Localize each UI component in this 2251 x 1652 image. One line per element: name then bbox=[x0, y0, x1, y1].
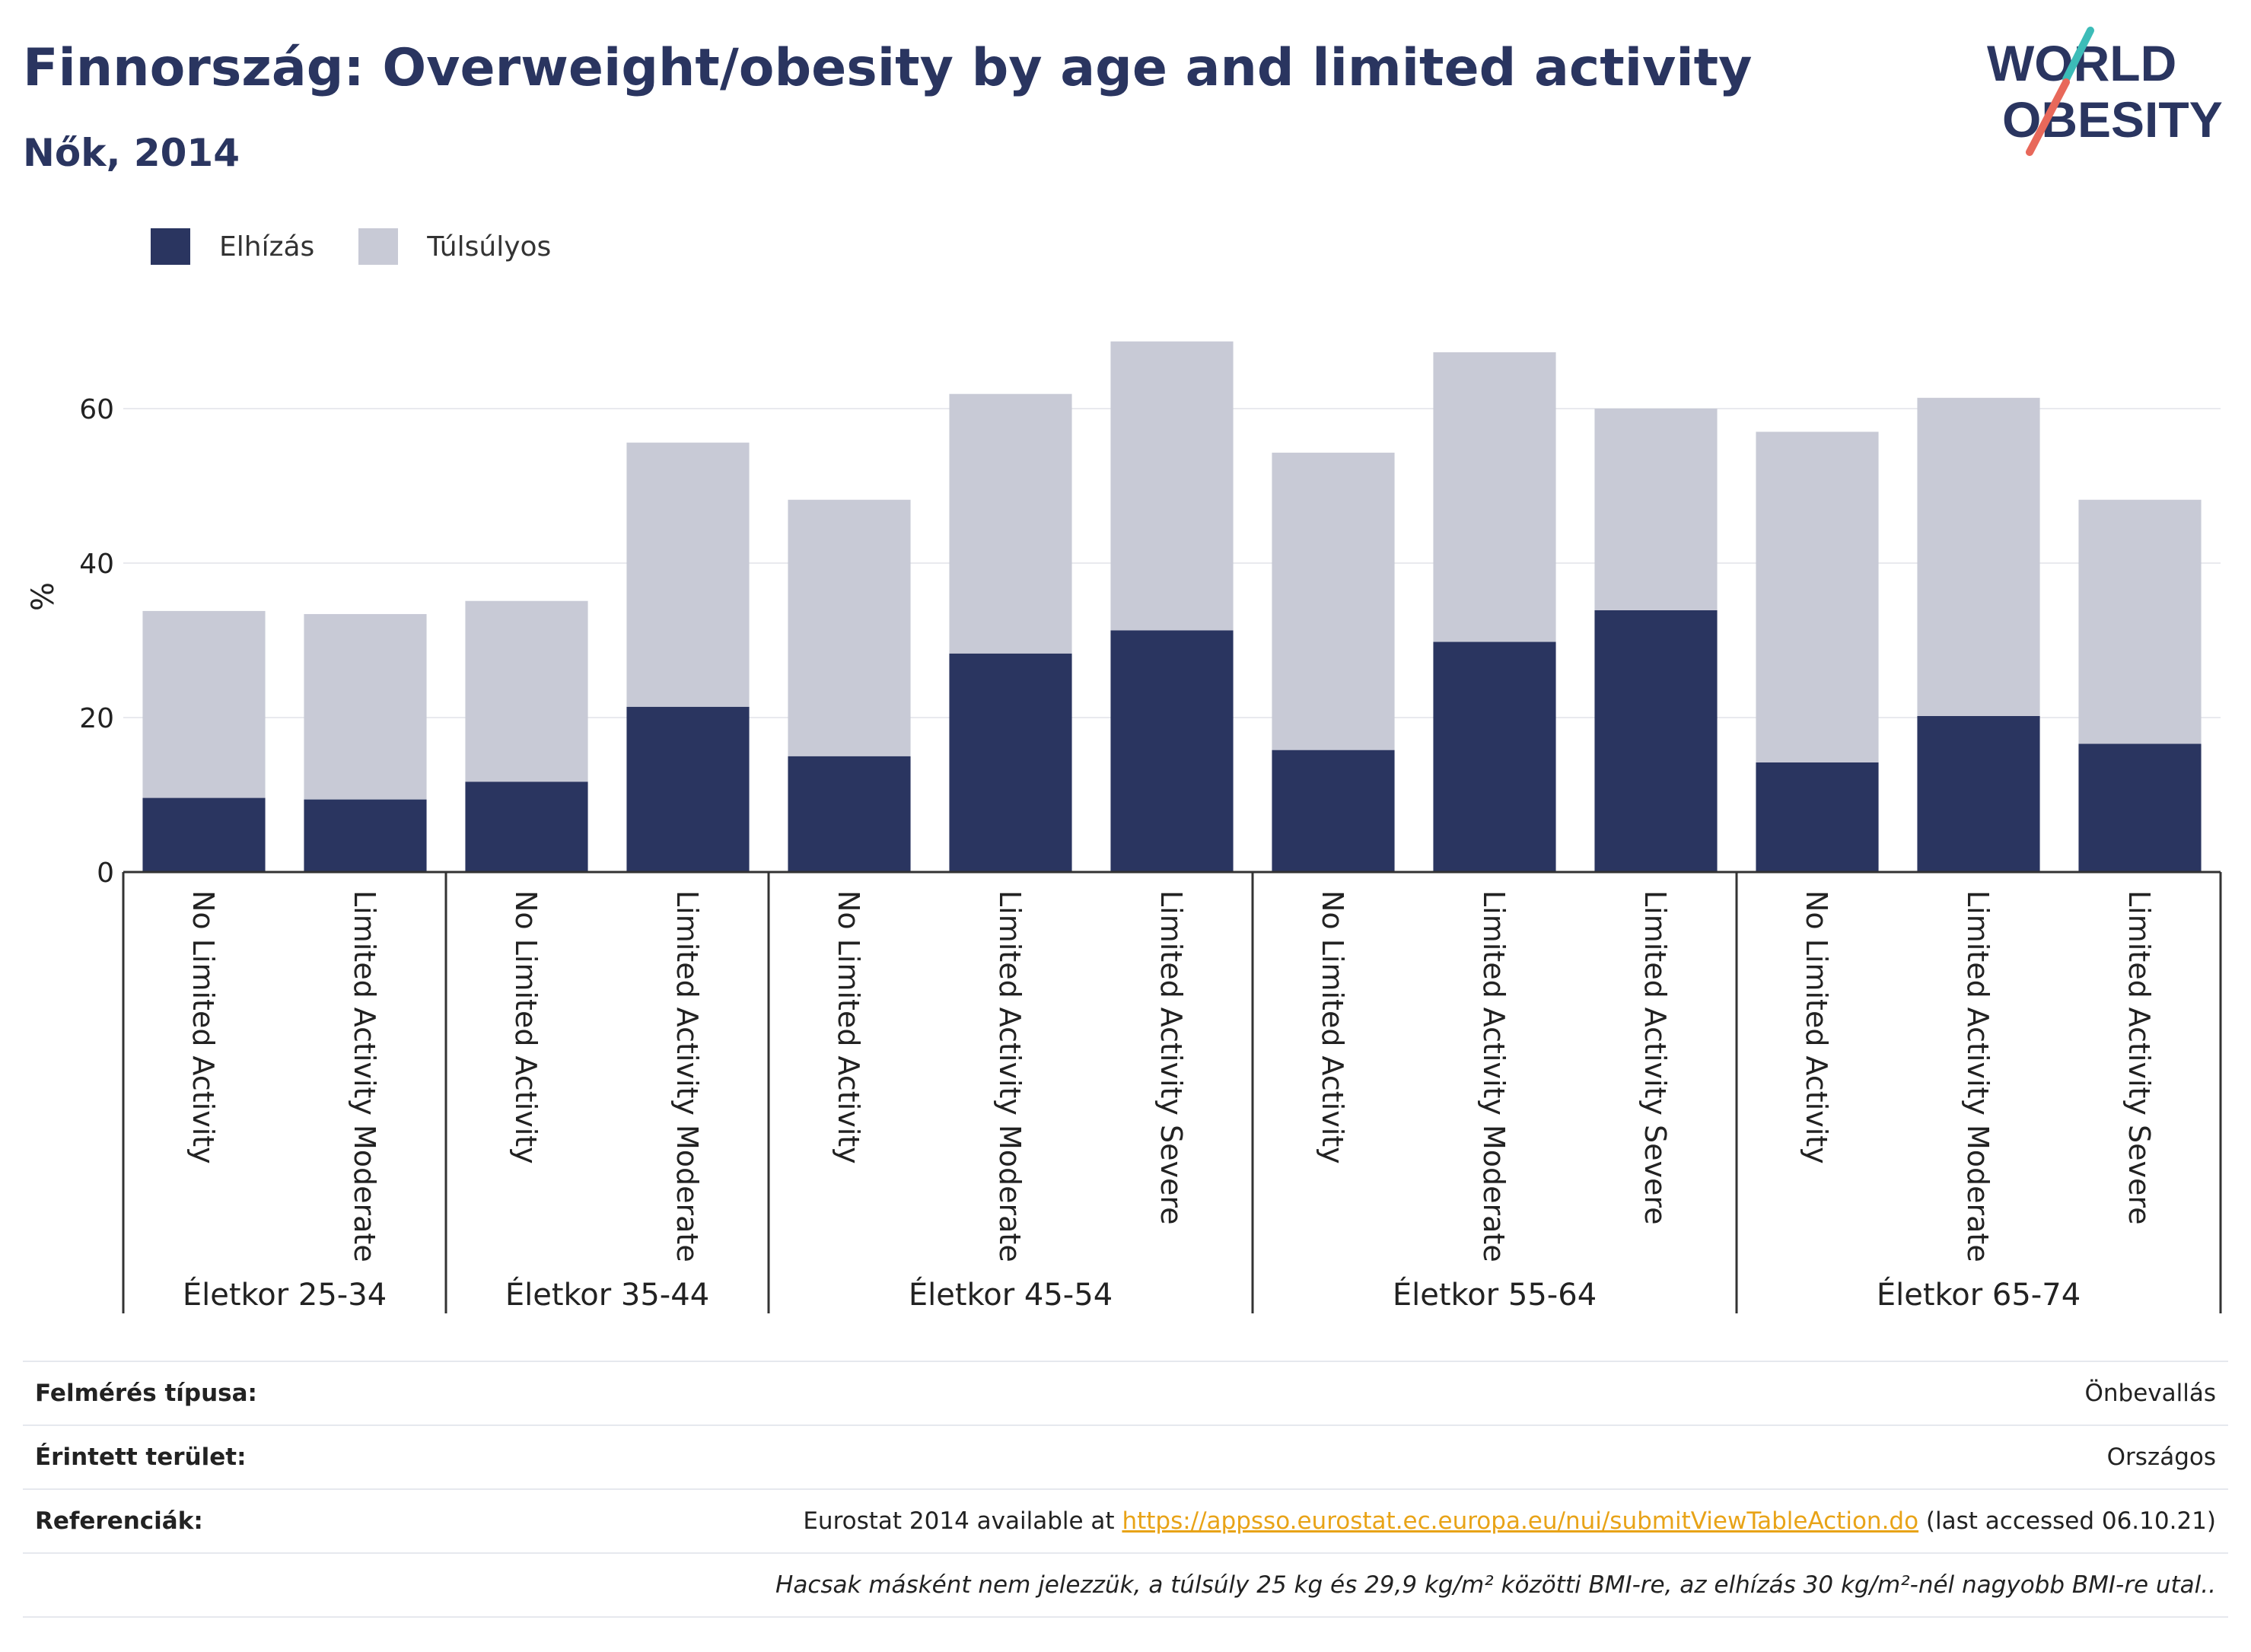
chart-legend: Elhízás Túlsúlyos bbox=[151, 225, 595, 268]
x-tick-label: Limited Activity Severe bbox=[2122, 890, 2156, 1225]
logo-slash-red bbox=[2026, 78, 2070, 156]
footer-row-note: Hacsak másként nem jelezzük, a túlsúly 2… bbox=[23, 1552, 2228, 1618]
reference-link[interactable]: https://appsso.eurostat.ec.europa.eu/nui… bbox=[1122, 1507, 1919, 1535]
bar-overweight bbox=[465, 600, 588, 782]
y-tick-label: 0 bbox=[97, 858, 114, 889]
bar-obese bbox=[1917, 715, 2040, 872]
page-subtitle: Nők, 2014 bbox=[23, 131, 240, 175]
footer-value: Országos bbox=[2106, 1444, 2216, 1471]
y-tick-label: 20 bbox=[79, 703, 114, 734]
bar-overweight bbox=[1756, 431, 1879, 762]
group-label: Életkor 35-44 bbox=[505, 1276, 709, 1313]
legend-swatch-obese bbox=[151, 228, 190, 265]
footer-label: Érintett terület: bbox=[35, 1444, 247, 1471]
bar-overweight bbox=[1110, 341, 1234, 631]
bar-overweight bbox=[1594, 409, 1718, 610]
bar-overweight bbox=[626, 442, 750, 707]
x-tick-label: No Limited Activity bbox=[832, 890, 865, 1164]
bar-obese bbox=[142, 797, 266, 872]
bar-obese bbox=[1110, 630, 1234, 872]
legend-swatch-overweight bbox=[358, 228, 399, 265]
x-tick-label: Limited Activity Moderate bbox=[993, 890, 1027, 1262]
bar-overweight bbox=[2078, 499, 2202, 744]
bar-obese bbox=[304, 799, 427, 872]
x-tick-label: Limited Activity Moderate bbox=[348, 890, 381, 1262]
bar-obese bbox=[1756, 762, 1879, 872]
bar-overweight bbox=[142, 610, 266, 798]
footnote: Hacsak másként nem jelezzük, a túlsúly 2… bbox=[775, 1571, 2216, 1599]
bar-overweight bbox=[788, 499, 911, 756]
bar-chart: % 0 20 40 60 No Limited Activity Limited Acti… bbox=[26, 341, 2222, 1313]
footer-value: Eurostat 2014 available at https://appss… bbox=[803, 1507, 2228, 1535]
x-tick-label: Limited Activity Moderate bbox=[670, 890, 704, 1262]
x-tick-label: No Limited Activity bbox=[509, 890, 543, 1164]
x-tick-label: No Limited Activity bbox=[186, 890, 220, 1164]
y-tick-label: 60 bbox=[79, 394, 114, 425]
bar-obese bbox=[1433, 641, 1556, 872]
x-tick-label: Limited Activity Severe bbox=[1638, 890, 1672, 1225]
bar-obese bbox=[1594, 610, 1718, 872]
footer-row-references: Referenciák: Eurostat 2014 available at … bbox=[23, 1488, 2228, 1552]
x-tick-label: No Limited Activity bbox=[1800, 890, 1833, 1164]
footer-row-area: Érintett terület: Országos bbox=[23, 1424, 2228, 1488]
reference-suffix: (last accessed 06.10.21) bbox=[1918, 1507, 2216, 1535]
x-tick-label: Limited Activity Moderate bbox=[1477, 890, 1511, 1262]
x-tick-label: Limited Activity Severe bbox=[1154, 890, 1188, 1225]
footer-label: Felmérés típusa: bbox=[35, 1380, 257, 1407]
bar-overweight bbox=[1272, 452, 1395, 750]
bar-overweight bbox=[1917, 397, 2040, 716]
group-label: Életkor 55-64 bbox=[1393, 1276, 1597, 1313]
bar-obese bbox=[788, 756, 911, 872]
info-footer: Felmérés típusa: Önbevallás Érintett ter… bbox=[23, 1361, 2228, 1618]
bar-obese bbox=[2078, 743, 2202, 872]
bar-overweight bbox=[949, 393, 1072, 654]
footer-value: Önbevallás bbox=[2084, 1380, 2216, 1407]
page-title: Finnország: Overweight/obesity by age an… bbox=[23, 38, 1753, 98]
group-label: Életkor 25-34 bbox=[183, 1276, 387, 1313]
reference-prefix: Eurostat 2014 available at bbox=[803, 1507, 1122, 1535]
group-label: Életkor 65-74 bbox=[1877, 1276, 2081, 1313]
legend-label-overweight: Túlsúlyos bbox=[427, 231, 552, 263]
y-tick-label: 40 bbox=[79, 549, 114, 580]
x-tick-label: No Limited Activity bbox=[1316, 890, 1349, 1164]
bar-overweight bbox=[1433, 352, 1556, 642]
bar-obese bbox=[1272, 750, 1395, 872]
footer-row-survey-type: Felmérés típusa: Önbevallás bbox=[23, 1361, 2228, 1424]
bar-overweight bbox=[304, 613, 427, 800]
bar-obese bbox=[626, 706, 750, 872]
logo-slash-teal bbox=[2062, 27, 2094, 83]
x-tick-label: Limited Activity Moderate bbox=[1961, 890, 1995, 1262]
group-label: Életkor 45-54 bbox=[909, 1276, 1113, 1313]
y-axis-label: % bbox=[26, 582, 61, 611]
legend-label-obese: Elhízás bbox=[219, 231, 315, 263]
world-obesity-logo: WORLD OBESITY bbox=[1987, 27, 2223, 156]
bar-obese bbox=[949, 653, 1072, 872]
bar-obese bbox=[465, 781, 588, 872]
footer-label: Referenciák: bbox=[35, 1507, 203, 1535]
